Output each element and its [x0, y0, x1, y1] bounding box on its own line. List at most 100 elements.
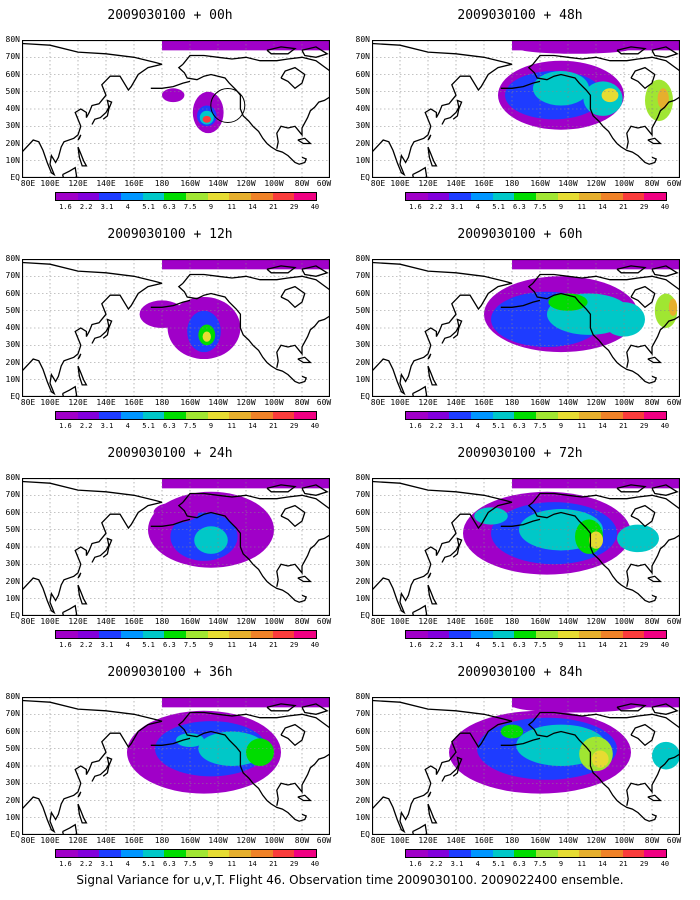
colorbar-labels: 1.6 2.2 3.1 4 5.1 6.3 7.5 9 11 14 21 29 40: [405, 860, 669, 869]
colorbar-label: 6.3: [513, 203, 526, 211]
lat-label: 10N: [355, 374, 370, 384]
lon-label: 140E: [96, 398, 116, 407]
plot-frame: [372, 259, 680, 397]
coastline: [616, 265, 647, 274]
colorbar-label: 6.3: [513, 860, 526, 868]
plot-frame: [22, 40, 330, 178]
coastline: [411, 823, 428, 835]
lon-label: 120W: [586, 617, 606, 626]
lat-label: 30N: [5, 778, 20, 788]
coastline: [626, 753, 680, 806]
colorbar-swatch: [557, 631, 580, 638]
lon-label: 80E: [370, 617, 386, 626]
lon-label: 140E: [446, 836, 466, 845]
coastline: [372, 261, 513, 396]
colorbar-swatch: [99, 631, 122, 638]
coastline: [276, 96, 330, 149]
lat-label: 80N: [5, 35, 20, 44]
colorbar-label: 14: [248, 860, 257, 868]
colorbar-label: 21: [269, 860, 278, 868]
coastline: [651, 265, 679, 277]
colorbar-label: 7.5: [183, 860, 197, 868]
lon-label: 140W: [558, 617, 578, 626]
lat-label: 40N: [355, 323, 370, 332]
coastline: [301, 46, 329, 58]
coastline: [77, 572, 82, 579]
forecast-panel-00h: 2009030100 + 00h 80N 70N 60N 50N 40N 30N 20N 10N…: [0, 8, 340, 223]
lon-label: 120W: [236, 398, 256, 407]
lat-label: 30N: [5, 340, 20, 350]
colorbar-label: 5.1: [142, 422, 155, 430]
colorbar-label: 21: [619, 641, 628, 649]
colorbar-swatch: [121, 631, 143, 638]
colorbar-label: 29: [639, 422, 649, 430]
colorbar-swatch: [77, 412, 100, 419]
plot-frame: [372, 40, 680, 178]
colorbar-swatch: [622, 193, 645, 200]
colorbar-label: 9: [208, 641, 214, 649]
lat-label: 60N: [355, 726, 370, 736]
colorbar-label: 11: [577, 203, 586, 211]
colorbar-label: 21: [619, 203, 628, 211]
colorbar-label: 9: [558, 860, 564, 868]
coastline: [22, 261, 163, 396]
colorbar-swatch: [56, 631, 78, 638]
colorbar-label: 11: [577, 860, 586, 868]
lon-label: 100W: [614, 398, 634, 407]
colorbar-swatch: [579, 412, 602, 419]
coastline: [411, 166, 428, 178]
colorbar-label: 3.1: [450, 860, 464, 868]
colorbar-label: 40: [660, 422, 670, 430]
coastline: [280, 504, 306, 528]
coastline: [427, 803, 438, 824]
coastline: [91, 99, 113, 125]
colorbar-label: 1.6: [59, 641, 72, 649]
colorbar-label: 29: [289, 641, 299, 649]
lon-label: 160W: [180, 617, 200, 626]
lon-label: 120E: [418, 179, 438, 188]
variance-region: [601, 88, 619, 103]
colorbar-label: 7.5: [533, 641, 547, 649]
lat-label: 30N: [355, 121, 370, 131]
colorbar-labels: 1.6 2.2 3.1 4 5.1 6.3 7.5 9 11 14 21 29 40: [405, 203, 669, 212]
colorbar-swatch: [142, 631, 165, 638]
colorbar-label: 3.1: [450, 641, 464, 649]
colorbar: [55, 192, 317, 201]
lon-label: 140W: [208, 836, 228, 845]
lon-label: 180: [504, 617, 520, 626]
colorbar-label: 9: [558, 641, 564, 649]
lat-label: 20N: [5, 795, 20, 805]
coastline: [651, 46, 679, 58]
coastline: [500, 80, 541, 89]
plot-frame: [372, 697, 680, 835]
lat-label: 60N: [355, 288, 370, 298]
coastline: [182, 273, 330, 291]
lat-label: EQ: [10, 392, 20, 401]
coastline: [500, 299, 541, 308]
colorbar-swatch: [56, 193, 78, 200]
coastline: [626, 96, 680, 149]
coastline: [427, 353, 432, 360]
colorbar-label: 11: [227, 641, 236, 649]
coastline: [61, 604, 78, 616]
lat-label: 50N: [5, 743, 20, 753]
lat-label: 30N: [355, 340, 370, 350]
colorbar-labels: 1.6 2.2 3.1 4 5.1 6.3 7.5 9 11 14 21 29 40: [405, 422, 670, 431]
coastline: [280, 723, 306, 747]
colorbar-swatch: [294, 850, 317, 857]
colorbar-swatch: [644, 193, 667, 200]
lon-label: 160E: [474, 836, 494, 845]
colorbar-swatch: [536, 412, 558, 419]
map-plot: [372, 259, 680, 397]
forecast-panel-24h: 2009030100 + 24h 80N 70N 60N 50N 40N 30N 20N 10N…: [0, 446, 340, 661]
lat-label: 40N: [5, 761, 20, 770]
lon-label: 120E: [418, 617, 438, 626]
colorbar-swatch: [514, 412, 537, 419]
colorbar-label: 29: [639, 860, 649, 868]
colorbar-label: 6.3: [513, 641, 526, 649]
lon-label: 140W: [208, 179, 228, 188]
lat-label: EQ: [10, 173, 20, 182]
colorbar-label: 14: [248, 422, 257, 430]
lon-label: 60W: [666, 398, 682, 407]
variance-region: [153, 502, 199, 523]
